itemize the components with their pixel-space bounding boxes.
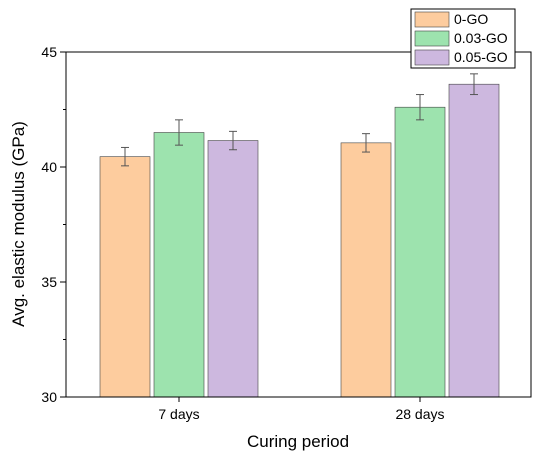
bar-0.03-GO-28-days xyxy=(394,106,446,398)
error-bar xyxy=(229,130,237,151)
x-tick-label: 28 days xyxy=(395,406,444,422)
error-bar xyxy=(121,146,129,167)
legend-label-0-GO: 0-GO xyxy=(454,11,488,27)
legend-label-0.03-GO: 0.03-GO xyxy=(454,30,508,46)
legend-swatch-0.05-GO xyxy=(414,49,450,66)
legend-swatch-0.03-GO xyxy=(414,30,450,47)
y-tick-label: 30 xyxy=(41,389,57,405)
bar-0-GO-7-days xyxy=(99,156,151,398)
x-tick-label: 7 days xyxy=(158,406,199,422)
bar-0.05-GO-28-days xyxy=(448,83,500,398)
legend-swatch-0-GO xyxy=(414,11,450,28)
legend: 0-GO 0.03-GO 0.05-GO xyxy=(410,8,516,69)
error-bar xyxy=(470,73,478,96)
bar-0-GO-28-days xyxy=(340,142,392,398)
error-bars-layer xyxy=(121,73,478,167)
error-bar xyxy=(362,133,370,153)
error-bar xyxy=(416,94,424,121)
bar-0.05-GO-7-days xyxy=(207,140,259,398)
x-axis-title: Curing period xyxy=(247,432,349,451)
y-axis-title: Avg. elastic modulus (GPa) xyxy=(9,121,28,327)
bars-layer xyxy=(99,83,500,398)
y-tick-label: 35 xyxy=(41,274,57,290)
y-tick-label: 40 xyxy=(41,159,57,175)
ticks-layer: 30 35 40 45 7 days 28 days xyxy=(41,44,444,422)
error-bar xyxy=(175,119,183,146)
bar-0.03-GO-7-days xyxy=(153,132,205,398)
y-tick-label: 45 xyxy=(41,44,57,60)
legend-label-0.05-GO: 0.05-GO xyxy=(454,49,508,65)
